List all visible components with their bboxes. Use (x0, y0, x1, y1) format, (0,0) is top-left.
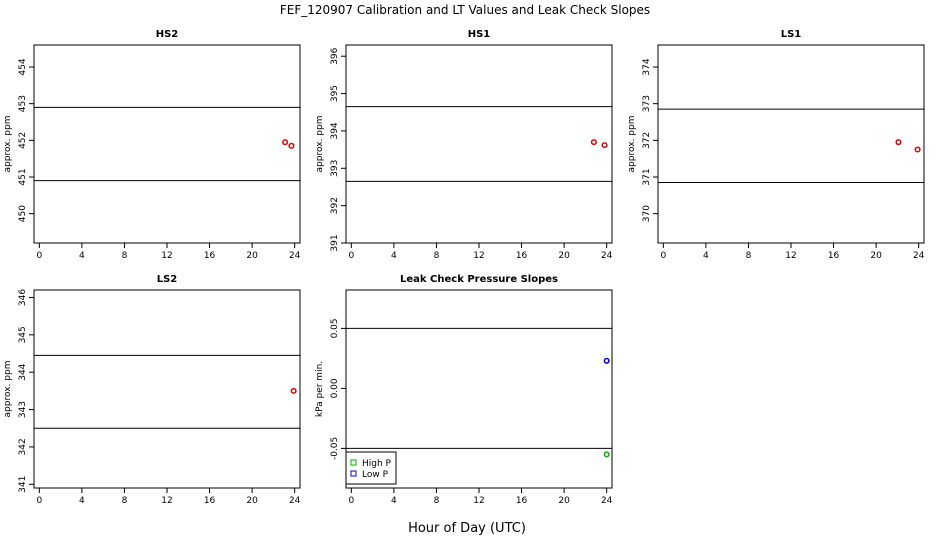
y-tick-label: 370 (642, 205, 652, 222)
x-tick-label: 8 (122, 251, 128, 261)
data-point (914, 146, 921, 153)
panel-title: HS2 (156, 29, 179, 40)
x-tick-label: 12 (161, 251, 172, 261)
x-tick-label: 4 (703, 251, 709, 261)
y-tick-label: 344 (18, 363, 28, 380)
x-tick-label: 16 (516, 251, 528, 261)
chart-panel-5: Leak Check Pressure Slopes kPa per min. 0 4… (315, 274, 613, 506)
panel-title: HS1 (468, 29, 491, 40)
x-tick-label: 20 (558, 251, 570, 261)
y-tick-label: 374 (642, 58, 652, 75)
x-tick-label: 12 (473, 496, 484, 506)
y-tick-label: 371 (642, 168, 652, 185)
x-tick-label: 8 (434, 251, 440, 261)
x-tick-label: 20 (558, 496, 570, 506)
figure-title: FEF_120907 Calibration and LT Values and… (280, 3, 650, 17)
legend-label: Low P (362, 470, 389, 480)
x-tick-label: 8 (746, 251, 752, 261)
y-axis-label: approx. ppm (315, 116, 325, 173)
x-tick-label: 0 (36, 251, 42, 261)
x-tick-label: 0 (348, 496, 354, 506)
x-tick-label: 4 (79, 251, 85, 261)
x-tick-label: 20 (870, 251, 882, 261)
panel-title: LS2 (157, 274, 178, 285)
x-tick-label: 0 (348, 251, 354, 261)
y-axis-label: approx. ppm (3, 361, 13, 418)
legend-marker (350, 459, 357, 466)
data-point (895, 139, 902, 146)
plot-frame (657, 44, 925, 244)
x-tick-label: 8 (122, 496, 128, 506)
data-point (601, 142, 608, 149)
y-tick-label: 342 (18, 438, 28, 455)
y-tick-label: 454 (18, 58, 28, 75)
y-axis-label: kPa per min. (315, 361, 325, 417)
y-tick-label: 394 (330, 122, 340, 139)
panel-title: Leak Check Pressure Slopes (400, 274, 558, 285)
y-tick-label: 392 (330, 197, 340, 214)
data-point (603, 357, 610, 364)
data-point (290, 387, 297, 394)
x-tick-label: 4 (391, 496, 397, 506)
data-point (590, 139, 597, 146)
y-tick-label: 450 (18, 205, 28, 222)
plot-frame (345, 44, 613, 244)
y-tick-label: 451 (18, 168, 28, 185)
x-tick-label: 24 (289, 251, 301, 261)
x-tick-label: 24 (601, 251, 613, 261)
y-axis-label: approx. ppm (627, 116, 637, 173)
x-tick-label: 24 (289, 496, 301, 506)
x-tick-label: 12 (161, 496, 172, 506)
x-tick-label: 12 (785, 251, 796, 261)
x-tick-label: 0 (660, 251, 666, 261)
x-tick-label: 16 (828, 251, 840, 261)
y-tick-label: 343 (18, 401, 28, 418)
x-tick-label: 16 (204, 496, 216, 506)
y-tick-label: 396 (330, 47, 340, 64)
chart-panel-2: HS1 approx. ppm 0 4 8 12 16 20 24 391 392 393 394 395… (315, 29, 613, 261)
chart-panel-4: LS2 approx. ppm 0 4 8 12 16 20 24 341 342 343 344 345… (3, 274, 301, 506)
y-tick-label: 346 (18, 289, 28, 306)
chart-panel-1: HS2 approx. ppm 0 4 8 12 16 20 24 450 451 452 453 454 (3, 29, 301, 261)
x-tick-label: 24 (601, 496, 613, 506)
y-tick-label: 345 (18, 326, 28, 343)
x-tick-label: 12 (473, 251, 484, 261)
plot-frame (33, 289, 301, 489)
x-tick-label: 20 (246, 496, 258, 506)
x-tick-label: 0 (36, 496, 42, 506)
figure-x-axis-label: Hour of Day (UTC) (408, 521, 526, 536)
legend-marker (350, 470, 357, 477)
chart-panel-3: LS1 approx. ppm 0 4 8 12 16 20 24 370 371 372 373 374 (627, 29, 925, 261)
y-axis-label: approx. ppm (3, 116, 13, 173)
x-tick-label: 16 (516, 496, 528, 506)
y-tick-label: 453 (18, 95, 28, 112)
y-tick-label: 395 (330, 85, 340, 102)
y-tick-label: 372 (642, 132, 652, 149)
y-tick-label: -0.05 (330, 437, 340, 460)
data-point (288, 142, 295, 149)
panel-title: LS1 (781, 29, 802, 40)
plot-frame (33, 44, 301, 244)
legend-box (345, 451, 397, 485)
y-tick-label: 0.00 (330, 378, 340, 398)
x-tick-label: 16 (204, 251, 216, 261)
legend-label: High P (362, 459, 392, 469)
x-tick-label: 4 (79, 496, 85, 506)
y-tick-label: 452 (18, 132, 28, 149)
y-tick-label: 0.05 (330, 318, 340, 338)
y-tick-label: 391 (330, 234, 340, 251)
y-tick-label: 393 (330, 160, 340, 177)
x-tick-label: 4 (391, 251, 397, 261)
x-tick-label: 24 (913, 251, 925, 261)
data-point (282, 139, 289, 146)
x-tick-label: 20 (246, 251, 258, 261)
data-point (603, 451, 610, 458)
y-tick-label: 373 (642, 95, 652, 112)
x-tick-label: 8 (434, 496, 440, 506)
y-tick-label: 341 (18, 476, 28, 493)
